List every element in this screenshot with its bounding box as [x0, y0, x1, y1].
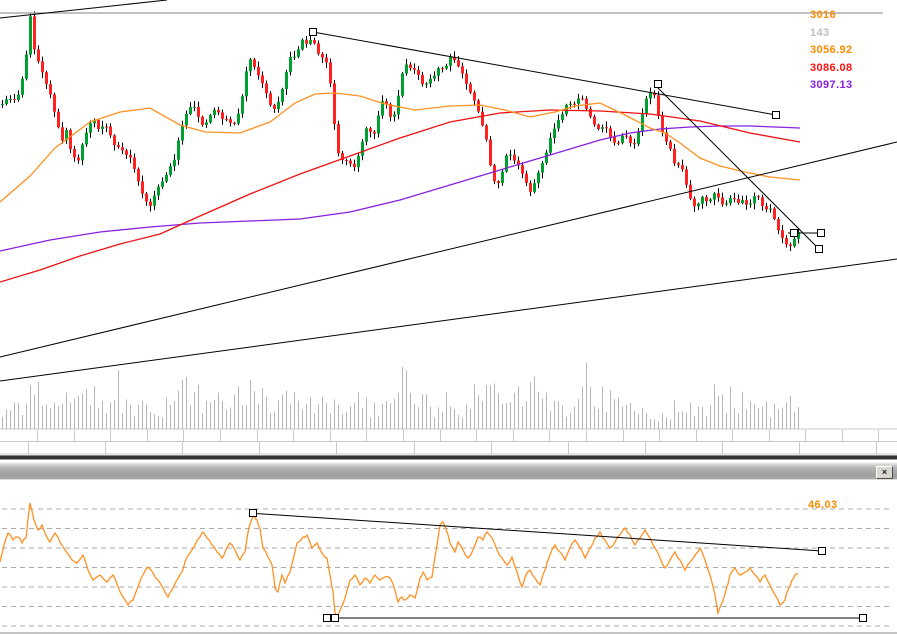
oscillator-value-label: 46.03 — [808, 499, 838, 511]
price-trendlines — [0, 0, 897, 382]
trendline-handle[interactable] — [790, 229, 798, 237]
trendline[interactable] — [0, 141, 897, 358]
ma-fast-value-label: 3056.92 — [810, 44, 853, 56]
ma-slow-line — [0, 125, 801, 252]
oscillator-trendlines — [248, 509, 867, 622]
trendline[interactable] — [654, 84, 820, 250]
trendline-handle[interactable] — [817, 229, 825, 237]
trendline-handle[interactable] — [654, 80, 662, 88]
trendline-handle[interactable] — [818, 547, 826, 555]
candle-bodies-layer — [1, 16, 800, 247]
panel-splitter[interactable] — [0, 455, 897, 460]
trendline-handle[interactable] — [331, 614, 339, 622]
bar-count-label: 143 — [810, 27, 830, 39]
trendline[interactable] — [248, 512, 823, 552]
trendline-handle[interactable] — [859, 614, 867, 622]
trendline-handle[interactable] — [323, 614, 331, 622]
indicator-scrollbar-track[interactable] — [0, 462, 897, 480]
ma-slow-value-label: 3097.13 — [810, 79, 853, 91]
trendline-handle[interactable] — [249, 509, 257, 517]
trendline[interactable] — [0, 258, 897, 382]
ma-med-value-label: 3086.08 — [810, 62, 853, 74]
trendline-handle[interactable] — [309, 28, 317, 36]
time-axis — [0, 428, 897, 455]
indicator-close-button[interactable]: × — [876, 466, 893, 479]
trendline-handle[interactable] — [815, 245, 823, 253]
oscillator-line — [0, 502, 799, 619]
trendline[interactable] — [0, 0, 168, 19]
close-icon: × — [881, 467, 888, 477]
ma-med-line — [0, 109, 801, 283]
trendline-handle[interactable] — [772, 111, 780, 119]
volume-bars-layer — [2, 363, 799, 429]
oscillator-gridlines — [2, 508, 893, 627]
last-price-label: 3016 — [810, 9, 837, 21]
ma-fast-line — [0, 92, 801, 203]
trendline[interactable] — [312, 31, 777, 116]
